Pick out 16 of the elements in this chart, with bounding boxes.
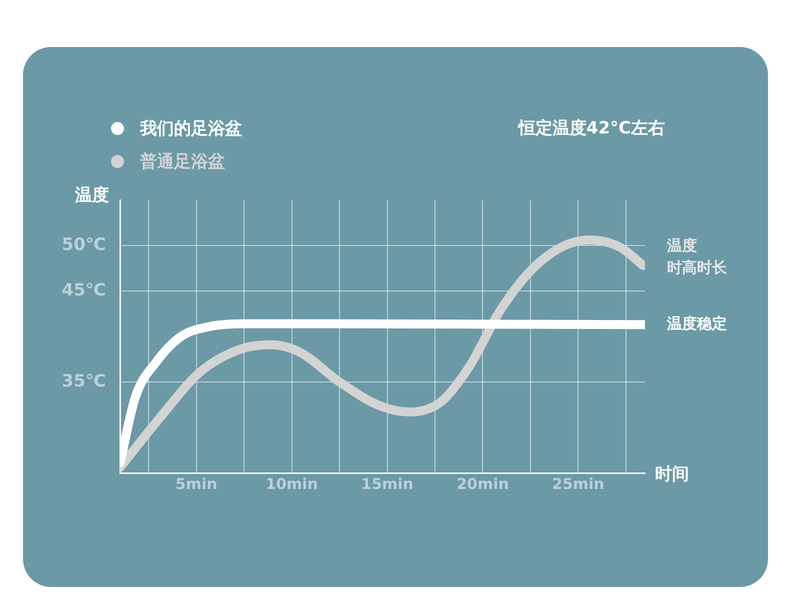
y-axis-title: 温度 [74,185,109,206]
text: 恒定温度42°C左右 [517,118,665,138]
x-tick-label: 20min [456,474,509,493]
annotation: 温度稳定 [666,314,727,333]
x-tick-label: 15min [361,474,414,493]
y-tick-label: 45℃ [62,280,106,300]
text: 时高时长 [667,258,728,276]
y-tick-label: 35℃ [62,371,106,392]
text: 温度 [666,236,697,254]
y-tick-label: 50℃ [62,234,106,255]
x-tick-label: 5min [175,474,218,493]
x-tick-label: 25min [552,474,604,493]
legend-label: 我们的足浴盆 [140,118,242,140]
x-axis-title: 时间 [655,464,689,484]
legend-label: 普通足浴盆 [140,151,225,173]
x-tick-label: 10min [266,474,318,493]
